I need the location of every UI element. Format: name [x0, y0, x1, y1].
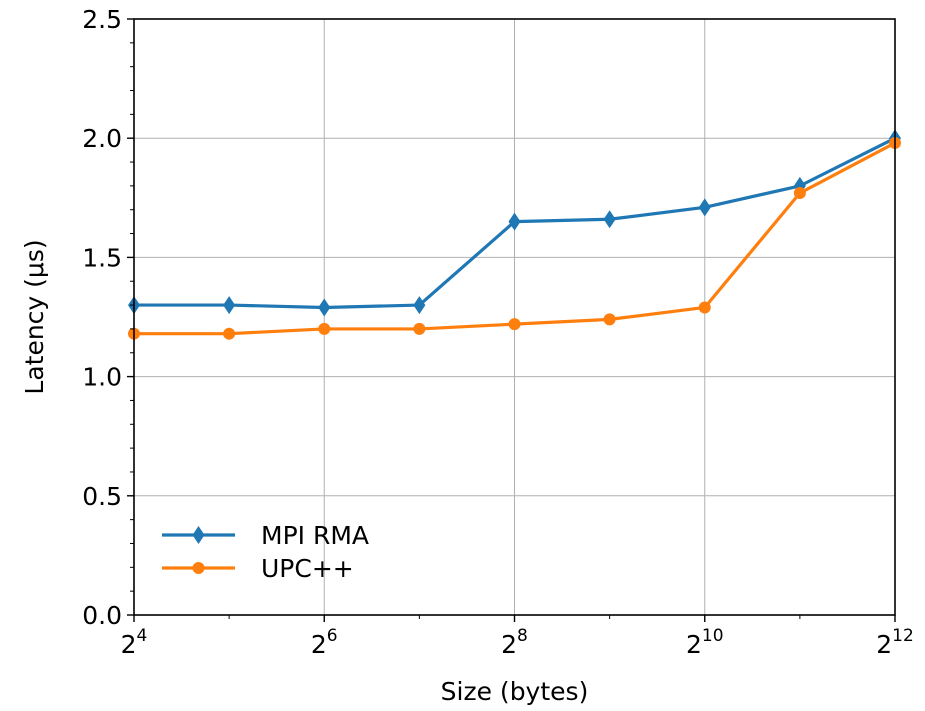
data-point: [698, 301, 711, 314]
x-tick-base: 2: [311, 630, 327, 659]
legend-item: UPC++: [162, 554, 354, 583]
y-axis-label: Latency (μs): [20, 239, 49, 394]
x-tick-exponent: 4: [137, 626, 148, 646]
data-point: [793, 187, 806, 200]
legend-swatch-marker: [192, 562, 205, 574]
x-axis-label: Size (bytes): [441, 677, 589, 706]
x-tick-base: 2: [686, 630, 702, 659]
grid: [133, 18, 896, 616]
legend-swatch-marker: [192, 526, 205, 544]
legend-label: MPI RMA: [261, 521, 369, 550]
data-point: [603, 313, 616, 326]
data-point: [603, 210, 616, 229]
legend-item: MPI RMA: [162, 521, 369, 550]
x-tick-label: 26: [311, 626, 338, 659]
y-tick-label: 0.0: [82, 601, 122, 630]
series-mpi-rma: [128, 129, 901, 317]
data-point: [698, 198, 711, 217]
data-point: [318, 298, 331, 317]
data-point: [508, 212, 521, 231]
x-tick-label: 28: [501, 626, 528, 659]
y-tick-label: 1.0: [82, 363, 122, 392]
y-tick-label: 1.5: [82, 243, 122, 272]
y-tick-label: 2.0: [82, 124, 122, 153]
x-tick-label: 212: [876, 626, 914, 659]
data-point: [223, 327, 236, 340]
series-layer: [128, 129, 901, 340]
x-tick-exponent: 8: [517, 626, 528, 646]
y-tick-label: 0.5: [82, 482, 122, 511]
x-tick-base: 2: [121, 630, 137, 659]
x-tick-exponent: 6: [327, 626, 338, 646]
x-tick-base: 2: [501, 630, 517, 659]
data-point: [508, 318, 521, 331]
x-tick-base: 2: [876, 630, 892, 659]
y-tick-label: 2.5: [82, 5, 122, 34]
x-tick-exponent: 10: [702, 626, 724, 646]
legend-label: UPC++: [261, 554, 354, 583]
legend: MPI RMA UPC++: [162, 521, 369, 583]
data-point: [413, 322, 426, 335]
x-tick-label: 210: [686, 626, 724, 659]
x-tick-exponent: 12: [892, 626, 914, 646]
series-upcxx: [128, 136, 901, 340]
data-point: [318, 322, 331, 335]
x-tick-label: 24: [121, 626, 148, 659]
data-point: [413, 296, 426, 315]
data-point: [223, 296, 236, 315]
